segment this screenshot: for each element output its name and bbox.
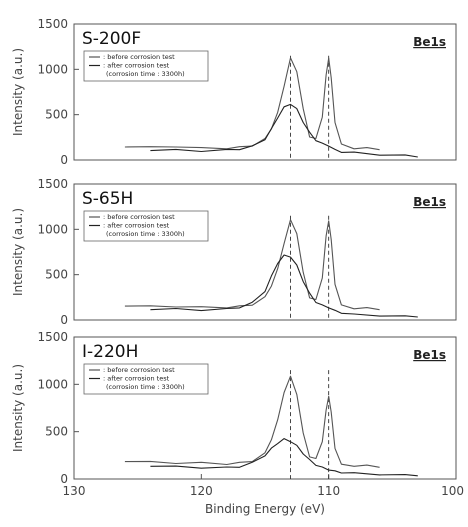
legend-box: [83, 363, 209, 395]
y-tick-label: 500: [45, 268, 68, 282]
y-axis-label: Intensity (a.u.): [11, 48, 25, 136]
panel-2: 0 500 1000 1500 Intensity (a.u.) S-65H Be1s : b…: [11, 177, 457, 327]
panel-title: S-65H: [82, 189, 133, 209]
y-tick-label: 0: [60, 153, 68, 167]
element-label: Be1s: [413, 195, 446, 209]
y-tick-label: 0: [60, 472, 68, 486]
legend-entry: : before corrosion test: [103, 366, 175, 374]
plot-frame: [73, 23, 457, 161]
legend-entry: (corrosion time : 3300h): [106, 70, 185, 78]
element-label: Be1s: [413, 348, 446, 362]
y-tick-label: 0: [60, 313, 68, 327]
legend: : before corrosion test: after corrosion…: [83, 363, 209, 395]
x-axis-label: Binding Energy (eV): [205, 502, 325, 516]
panel-3: 0 500 1000 1500 130 120 110 100 Intensity (a.u.)…: [11, 330, 464, 516]
legend-entry: : after corrosion test: [103, 375, 170, 383]
x-tick-label: 110: [317, 484, 340, 498]
legend-entry: (corrosion time : 3300h): [106, 230, 185, 238]
series-2-line: [150, 254, 418, 318]
plot-frame: [73, 336, 457, 480]
legend-box: [83, 210, 209, 242]
series-2-line: [150, 438, 418, 477]
x-tick-label: 120: [190, 484, 213, 498]
panel-title: S-200F: [82, 29, 141, 49]
y-tick-label: 1000: [37, 377, 68, 391]
y-tick-label: 1500: [37, 330, 68, 344]
legend-box: [83, 50, 209, 82]
legend-entry: : before corrosion test: [103, 53, 175, 61]
series-1-line: [124, 57, 380, 151]
x-tick-label: 130: [63, 484, 86, 498]
y-tick-label: 500: [45, 108, 68, 122]
x-tick-label: 100: [441, 484, 464, 498]
series-1-line: [124, 219, 380, 311]
panel-1: 0 500 1000 1500 Intensity (a.u.) S-200F Be1s : …: [11, 17, 457, 167]
legend-entry: : before corrosion test: [103, 213, 175, 221]
y-tick-label: 1500: [37, 17, 68, 31]
y-axis-label: Intensity (a.u.): [11, 208, 25, 296]
y-axis-label: Intensity (a.u.): [11, 364, 25, 452]
series-1-line: [124, 375, 380, 468]
panel-title: I-220H: [82, 342, 138, 362]
legend-entry: : after corrosion test: [103, 222, 170, 230]
legend: : before corrosion test: after corrosion…: [83, 50, 209, 82]
element-label: Be1s: [413, 35, 446, 49]
legend: : before corrosion test: after corrosion…: [83, 210, 209, 242]
series-2-line: [150, 103, 418, 158]
y-tick-label: 500: [45, 425, 68, 439]
legend-entry: : after corrosion test: [103, 62, 170, 70]
y-tick-label: 1000: [37, 222, 68, 236]
legend-entry: (corrosion time : 3300h): [106, 383, 185, 391]
y-tick-label: 1000: [37, 62, 68, 76]
y-tick-label: 1500: [37, 177, 68, 191]
plot-frame: [73, 183, 457, 321]
